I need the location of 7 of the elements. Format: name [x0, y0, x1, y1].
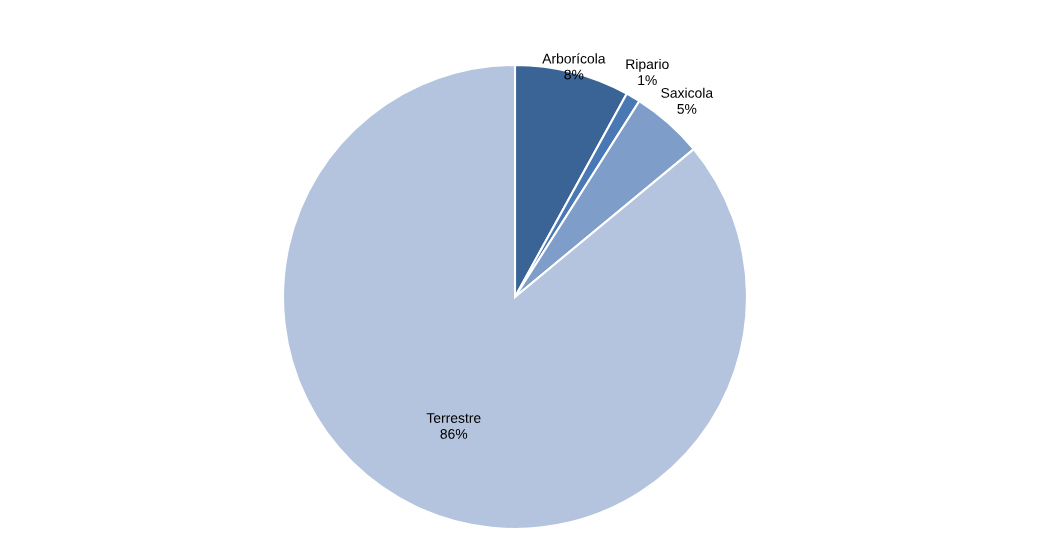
slice-label: Arborícola	[542, 53, 606, 64]
slice-label: Terrestre	[426, 413, 481, 423]
slice-label: Saxicola	[661, 87, 714, 98]
slice-label: Ripario	[626, 58, 669, 72]
data-label: 5%	[677, 104, 697, 114]
data-label: 86%	[440, 429, 468, 439]
data-label: 1%	[638, 75, 657, 85]
